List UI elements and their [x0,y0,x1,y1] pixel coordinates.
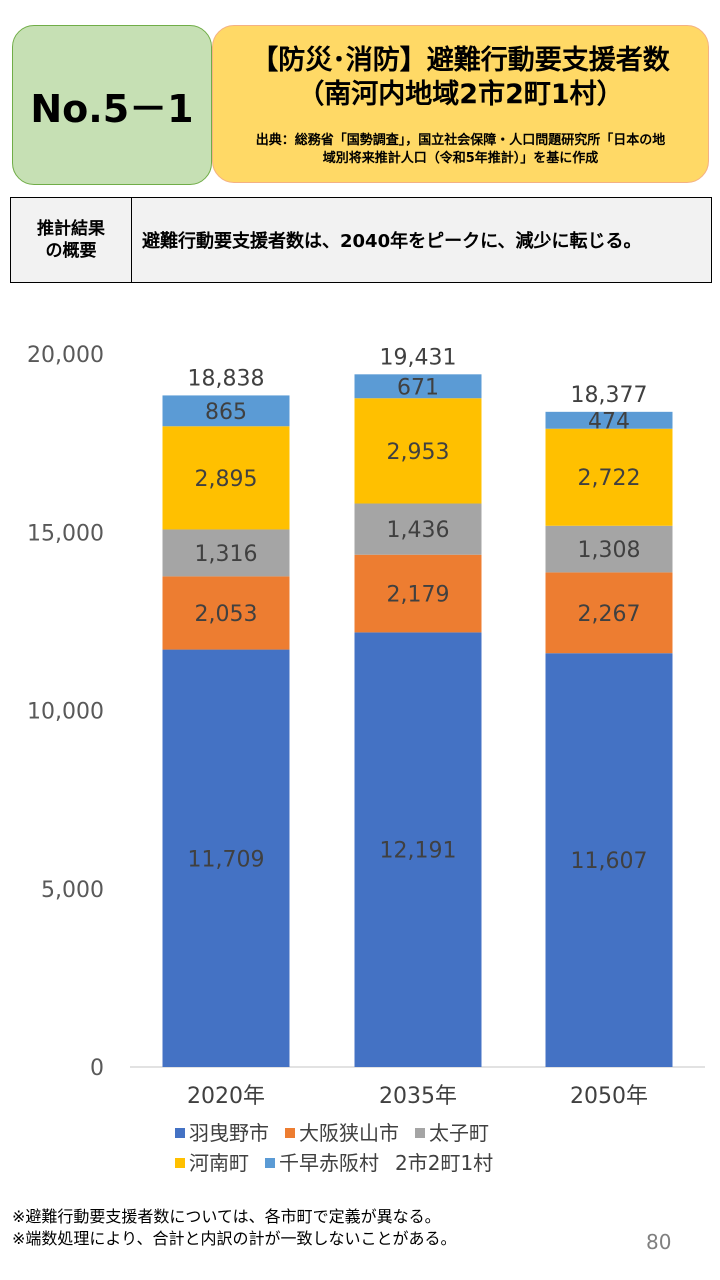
legend-label-habikino: 羽曳野市 [189,1121,269,1145]
bar-segment [354,398,482,504]
bar-segment [354,554,482,633]
footnotes: ※避難行動要支援者数については、各市町で定義が異なる。 ※端数処理により、合計と… [12,1206,456,1250]
bar-segment [162,576,290,650]
data-label: 2,179 [387,583,450,608]
source-note: 出典：総務省「国勢調査」，国立社会保障・人口問題研究所「日本の地 域別将来推計人… [213,132,708,168]
legend-item-kanan: 河南町 [175,1148,249,1178]
x-tick-label: 2035年 [379,1084,457,1109]
legend-label-chihayaakasaka: 千早赤阪村 [279,1151,379,1175]
legend-swatch-habikino [175,1128,185,1138]
legend-label-total: 2市2町1村 [395,1151,494,1175]
legend-swatch-kanan [175,1158,185,1168]
legend-item-osakasayama: 大阪狭山市 [285,1118,399,1148]
data-label: 2,722 [578,466,641,491]
y-tick-label: 15,000 [27,521,104,546]
bar-segment [162,649,290,1067]
legend-label-taishi: 太子町 [429,1121,489,1145]
data-label: 2,053 [195,602,258,627]
data-label: 11,709 [188,847,265,872]
source-line-2: 域別将来推計人口（令和5年推計）」を基に作成 [322,151,599,166]
data-label: 671 [397,375,439,400]
bar-segment [354,374,482,399]
footnote-1: ※避難行動要支援者数については、各市町で定義が異なる。 [12,1207,441,1226]
legend-swatch-osakasayama [285,1128,295,1138]
legend-item-chihayaakasaka: 千早赤阪村 [265,1148,379,1178]
bar-segment [162,426,290,530]
legend-swatch-chihayaakasaka [265,1158,275,1168]
legend-item-total: 2市2町1村 [395,1148,493,1178]
data-label: 865 [205,400,247,425]
bar-segment [354,503,482,555]
summary-label-line-2: の概要 [45,241,97,261]
y-tick-label: 10,000 [27,700,104,725]
stacked-bar-chart: 0 5,000 10,000 15,000 20,000 11,709 2,053 1,316… [27,343,705,1109]
bar-segment [545,411,673,429]
x-tick-label: 2020年 [187,1084,265,1109]
bar-segment [354,632,482,1067]
title: 【防災･消防】避難行動要支援者数 （南河内地域2市2町1村） [213,44,708,112]
slide-number: No.5－1 [30,86,194,131]
legend-row-1: 羽曳野市 大阪狭山市 太子町 [175,1118,595,1148]
legend-item-taishi: 太子町 [415,1118,489,1148]
title-line-2: （南河内地域2市2町1村） [297,79,624,110]
title-box: 【防災･消防】避難行動要支援者数 （南河内地域2市2町1村） 出典：総務省「国勢… [212,25,709,183]
chart-legend: 羽曳野市 大阪狭山市 太子町 河南町 千早赤阪村 2市2町1村 [175,1118,595,1178]
data-label: 474 [588,409,630,434]
summary-label-line-1: 推計結果 [37,219,105,239]
bar-segment [162,395,290,427]
bar-segment [545,428,673,526]
total-label: 18,838 [188,366,265,391]
source-line-1: 出典：総務省「国勢調査」，国立社会保障・人口問題研究所「日本の地 [255,133,666,148]
legend-row-2: 河南町 千早赤阪村 2市2町1村 [175,1148,595,1178]
total-label: 18,377 [571,383,648,408]
bar-segment [545,525,673,573]
bar-segment [545,653,673,1067]
summary-label: 推計結果 の概要 [11,198,132,282]
data-label: 1,308 [578,538,641,563]
footnote-2: ※端数処理により、合計と内訳の計が一致しないことがある。 [12,1229,457,1248]
x-tick-label: 2050年 [570,1084,648,1109]
title-line-1: 【防災･消防】避難行動要支援者数 [251,45,670,76]
legend-item-habikino: 羽曳野市 [175,1118,269,1148]
data-label: 2,267 [578,602,641,627]
total-label: 19,431 [380,345,457,370]
data-label: 1,316 [195,542,258,567]
bar-segment [545,572,673,654]
legend-label-kanan: 河南町 [189,1151,249,1175]
y-tick-label: 20,000 [27,343,104,368]
summary-text: 避難行動要支援者数は、2040年をピークに、減少に転じる。 [142,231,642,252]
y-tick-label: 0 [90,1056,104,1081]
page-number: 80 [646,1230,672,1254]
legend-swatch-taishi [415,1128,425,1138]
data-label: 12,191 [380,839,457,864]
y-tick-label: 5,000 [41,878,104,903]
data-label: 11,607 [571,849,648,874]
slide-number-box: No.5－1 [12,25,212,185]
data-label: 1,436 [387,518,450,543]
data-label: 2,953 [387,440,450,465]
summary-table: 推計結果 の概要 避難行動要支援者数は、2040年をピークに、減少に転じる。 [10,197,712,283]
legend-label-osakasayama: 大阪狭山市 [299,1121,399,1145]
bar-segment [162,529,290,577]
data-label: 2,895 [195,467,258,492]
